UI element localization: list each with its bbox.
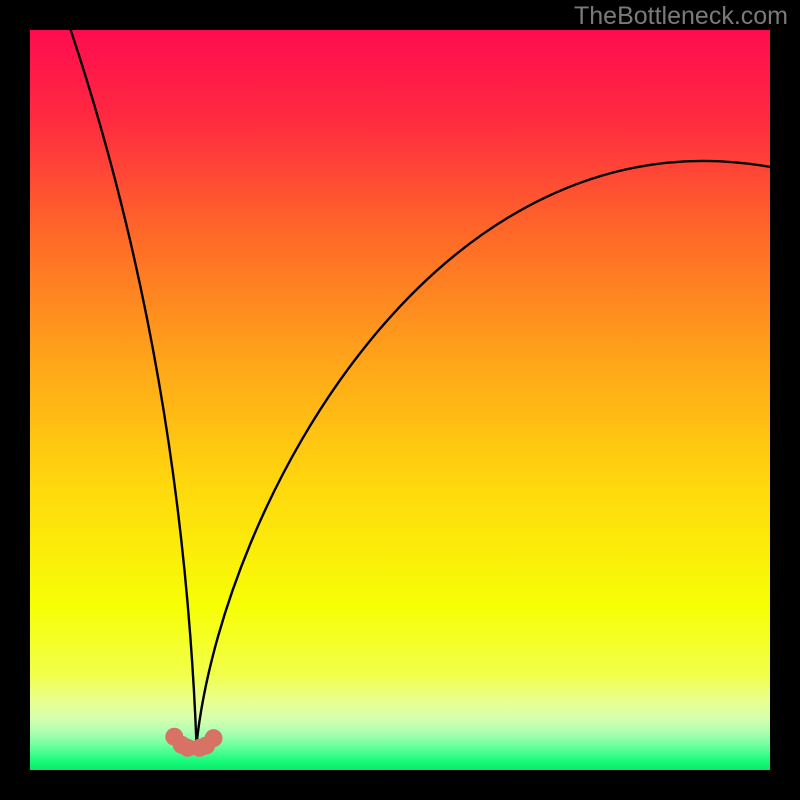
gradient-background bbox=[30, 30, 770, 770]
plot-svg bbox=[30, 30, 770, 770]
plot-area bbox=[30, 30, 770, 770]
optimum-marker bbox=[205, 729, 223, 747]
attribution-text: TheBottleneck.com bbox=[574, 2, 788, 31]
